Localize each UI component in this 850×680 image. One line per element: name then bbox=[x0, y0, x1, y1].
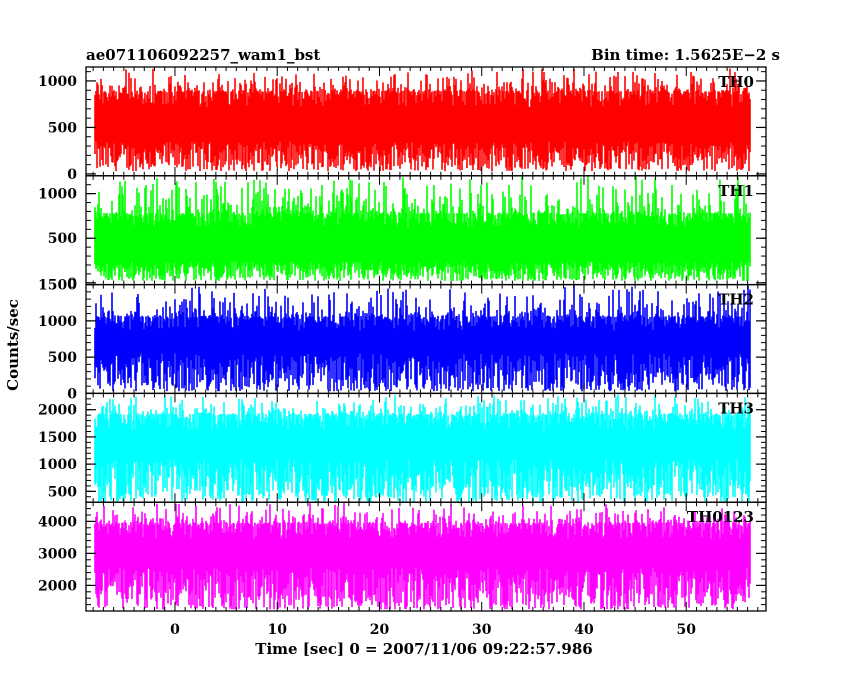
x-axis-label: Time [sec] 0 = 2007/11/06 09:22:57.986 bbox=[255, 640, 592, 658]
y-tick-label: 1000 bbox=[38, 457, 77, 473]
y-tick-label: 0 bbox=[67, 167, 77, 183]
y-tick-label: 500 bbox=[48, 350, 77, 366]
x-tick-label: 40 bbox=[574, 622, 594, 638]
y-tick-label: 0 bbox=[67, 386, 77, 402]
series-th0123-line bbox=[94, 503, 751, 610]
y-tick-label: 0 bbox=[67, 276, 77, 292]
x-tick-label: 50 bbox=[676, 622, 696, 638]
series-th1-line bbox=[94, 176, 751, 281]
series-label: TH1 bbox=[718, 182, 754, 200]
y-tick-label: 1500 bbox=[38, 278, 77, 294]
y-tick-label: 500 bbox=[48, 231, 77, 247]
panel-th1: 0 500 1000 TH1 bbox=[38, 175, 767, 292]
y-tick-label: 2000 bbox=[38, 578, 77, 594]
x-tick-label: 20 bbox=[370, 622, 390, 638]
bin-time-label: Bin time: 1.5625E−2 s bbox=[591, 46, 780, 64]
panels: 0 500 1000 TH0 0 500 1000 TH1 0 500 1000 1500 TH2 500… bbox=[38, 66, 767, 612]
y-tick-label: 1500 bbox=[38, 430, 77, 446]
x-axis: 0 10 20 30 40 50 bbox=[170, 622, 696, 638]
y-tick-label: 1000 bbox=[38, 74, 77, 90]
panel-th2: 0 500 1000 1500 TH2 bbox=[38, 278, 767, 402]
y-tick-label: 1000 bbox=[38, 187, 77, 203]
y-tick-label: 500 bbox=[48, 120, 77, 136]
series-th2-line bbox=[94, 285, 751, 392]
chart-title: ae071106092257_wam1_bst bbox=[86, 46, 320, 64]
x-tick-label: 10 bbox=[267, 622, 287, 638]
panel-th0: 0 500 1000 TH0 bbox=[38, 66, 767, 183]
series-label: TH3 bbox=[718, 399, 754, 417]
y-tick-label: 500 bbox=[48, 484, 77, 500]
y-tick-label: 1000 bbox=[38, 314, 77, 330]
series-th3-line bbox=[94, 394, 751, 503]
series-label: TH0 bbox=[718, 73, 754, 91]
y-tick-label: 2000 bbox=[38, 403, 77, 419]
series-label: TH0123 bbox=[687, 508, 754, 526]
series-th0-line bbox=[94, 68, 751, 172]
y-tick-label: 3000 bbox=[38, 546, 77, 562]
panel-th3: 500 1000 1500 2000 TH3 bbox=[38, 392, 767, 503]
x-tick-label: 0 bbox=[170, 622, 180, 638]
y-axis-label: Counts/sec bbox=[4, 299, 22, 391]
panel-frame bbox=[85, 501, 767, 612]
panel-th0123: 2000 3000 4000 TH0123 bbox=[38, 501, 767, 612]
y-tick-label: 4000 bbox=[38, 514, 77, 530]
series-label: TH2 bbox=[718, 291, 754, 309]
x-tick-label: 30 bbox=[472, 622, 492, 638]
